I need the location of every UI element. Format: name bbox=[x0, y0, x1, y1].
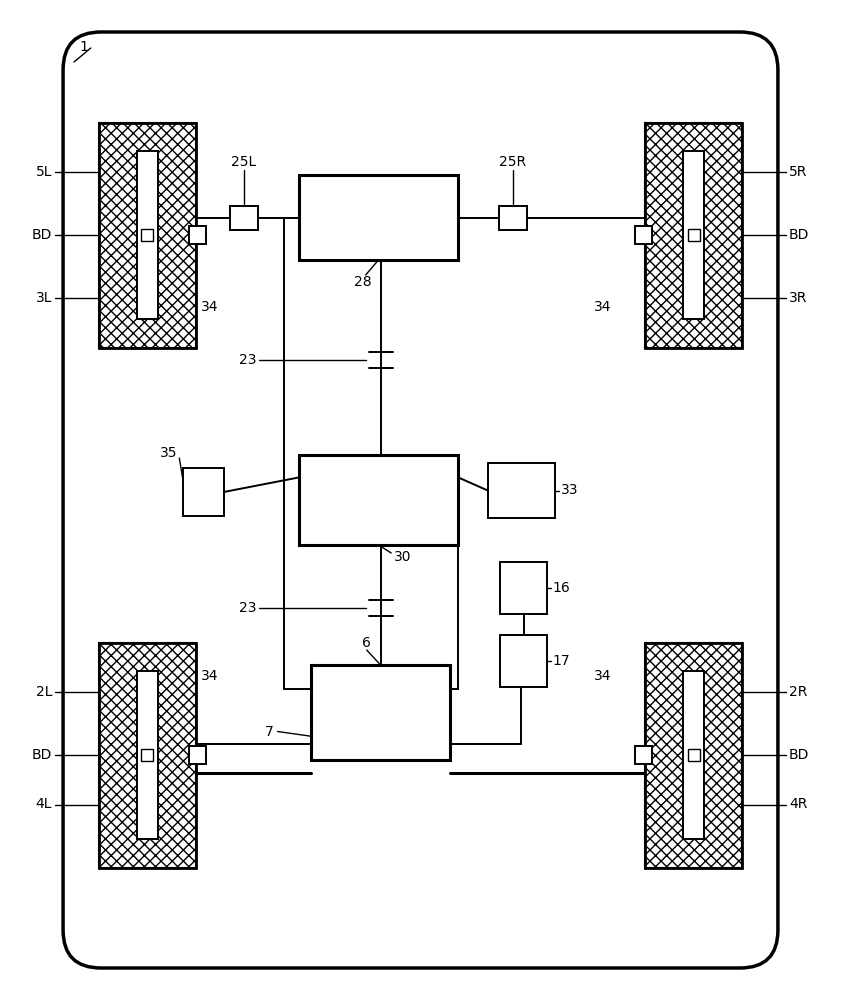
Text: 23: 23 bbox=[239, 353, 257, 367]
Text: 34: 34 bbox=[200, 669, 218, 683]
Bar bbox=[645, 643, 742, 867]
Bar bbox=[500, 635, 547, 687]
Text: 34: 34 bbox=[200, 300, 218, 314]
Text: 5L: 5L bbox=[35, 165, 52, 179]
Text: BD: BD bbox=[32, 228, 52, 242]
Text: 3L: 3L bbox=[35, 291, 52, 305]
Bar bbox=[98, 643, 195, 867]
Text: 5R: 5R bbox=[789, 165, 807, 179]
Text: 34: 34 bbox=[594, 300, 611, 314]
Bar bbox=[683, 151, 705, 319]
Bar bbox=[98, 643, 195, 867]
Bar bbox=[635, 746, 653, 764]
Bar bbox=[141, 229, 153, 241]
Bar bbox=[688, 229, 700, 241]
Text: 17: 17 bbox=[553, 654, 570, 668]
FancyBboxPatch shape bbox=[63, 32, 778, 968]
Bar bbox=[230, 206, 258, 230]
Text: 34: 34 bbox=[594, 669, 611, 683]
Text: BD: BD bbox=[32, 748, 52, 762]
Bar bbox=[299, 455, 458, 545]
Text: 3R: 3R bbox=[789, 291, 807, 305]
Text: BD: BD bbox=[789, 228, 809, 242]
Text: 25R: 25R bbox=[500, 155, 526, 169]
Text: 7: 7 bbox=[265, 724, 273, 738]
Text: 35: 35 bbox=[160, 446, 177, 460]
Text: 23: 23 bbox=[239, 600, 257, 614]
Text: 16: 16 bbox=[553, 581, 570, 595]
Bar bbox=[500, 562, 547, 614]
Bar bbox=[141, 749, 153, 761]
Bar bbox=[188, 226, 206, 244]
Bar bbox=[499, 206, 527, 230]
Text: 4L: 4L bbox=[35, 798, 52, 812]
Bar bbox=[645, 122, 742, 348]
Bar bbox=[488, 463, 555, 518]
Bar bbox=[188, 746, 206, 764]
Bar bbox=[645, 643, 742, 867]
Text: 6: 6 bbox=[362, 636, 371, 650]
Bar bbox=[311, 665, 450, 760]
Bar bbox=[136, 151, 158, 319]
Text: 1: 1 bbox=[80, 40, 89, 54]
Bar bbox=[136, 671, 158, 839]
Bar bbox=[299, 175, 458, 260]
Bar bbox=[635, 226, 653, 244]
Bar bbox=[98, 122, 195, 348]
Text: 30: 30 bbox=[394, 550, 411, 564]
Text: BD: BD bbox=[789, 748, 809, 762]
Bar bbox=[183, 468, 224, 516]
Text: 33: 33 bbox=[561, 484, 579, 497]
Text: 2L: 2L bbox=[35, 685, 52, 699]
Text: 28: 28 bbox=[354, 275, 371, 289]
Bar bbox=[98, 122, 195, 348]
Text: 4R: 4R bbox=[789, 798, 807, 812]
Bar bbox=[683, 671, 705, 839]
Text: 2R: 2R bbox=[789, 685, 807, 699]
Bar bbox=[688, 749, 700, 761]
Bar bbox=[645, 122, 742, 348]
Text: 25L: 25L bbox=[231, 155, 257, 169]
